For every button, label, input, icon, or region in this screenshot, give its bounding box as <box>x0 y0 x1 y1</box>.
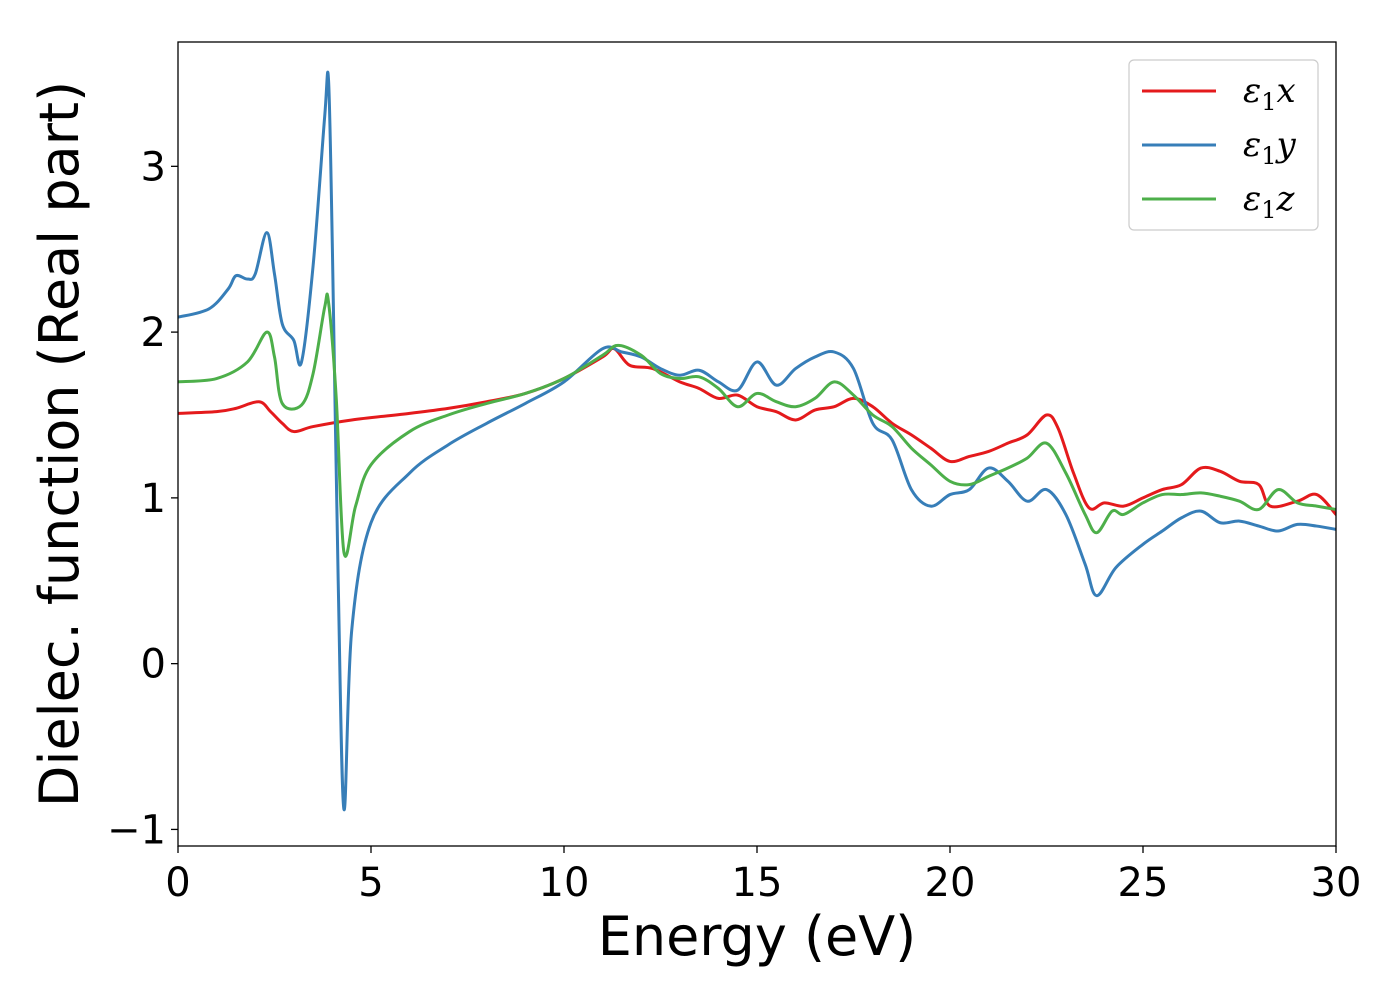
x-tick-label: 10 <box>539 860 590 906</box>
legend-box <box>1128 59 1319 231</box>
y-tick-label: 3 <box>141 144 166 190</box>
series-line-y <box>178 70 1336 812</box>
legend-label-y: ε1y <box>1243 125 1297 170</box>
x-tick-label: 20 <box>925 860 976 906</box>
y-axis-label: Dielec. function (Real part) <box>28 81 91 807</box>
y-tick-label: 1 <box>141 476 166 522</box>
y-tick-label: 2 <box>141 310 166 356</box>
x-tick-label: 15 <box>732 860 783 906</box>
y-tick-label: −1 <box>107 807 166 853</box>
x-tick-label: 30 <box>1311 860 1362 906</box>
x-tick-label: 5 <box>358 860 383 906</box>
legend-label-x: ε1x <box>1243 71 1296 116</box>
x-axis-label: Energy (eV) <box>598 905 917 968</box>
legend: ε1x ε1y ε1z <box>1128 59 1319 231</box>
series-line-x <box>178 346 1336 516</box>
series-line-z <box>178 292 1336 558</box>
legend-label-z: ε1z <box>1243 179 1296 224</box>
x-tick-label: 25 <box>1118 860 1169 906</box>
x-tick-label: 0 <box>165 860 190 906</box>
y-tick-label: 0 <box>141 642 166 688</box>
